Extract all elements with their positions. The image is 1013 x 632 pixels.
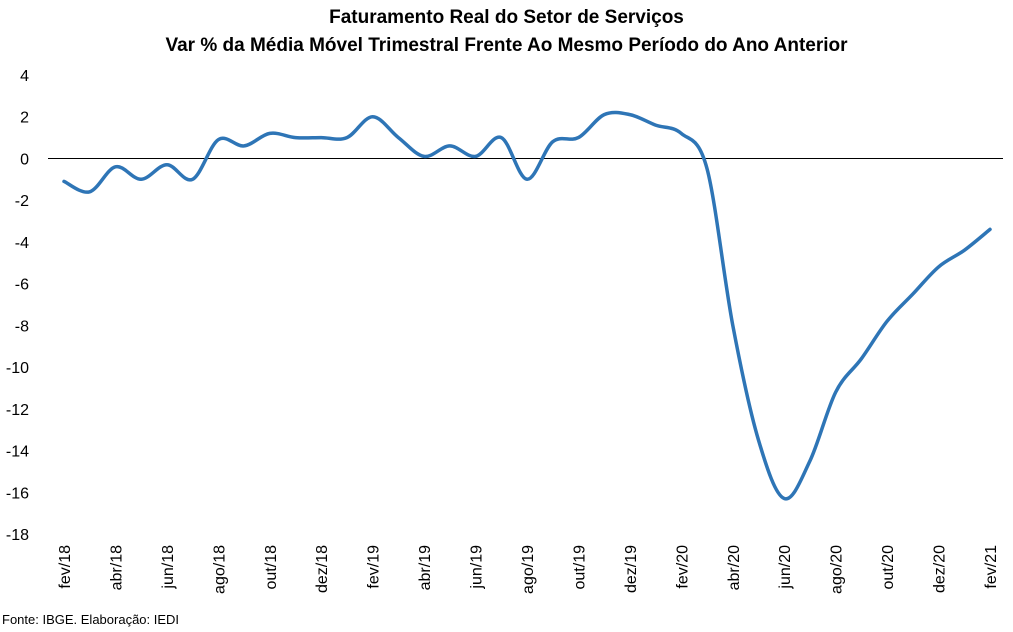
x-tick-label: ago/18 <box>211 545 228 594</box>
x-tick-label: abr/19 <box>417 545 434 590</box>
x-tick-label: abr/20 <box>726 545 743 590</box>
series-line <box>62 110 992 501</box>
y-tick-label: -10 <box>6 360 29 377</box>
x-tick-label: out/18 <box>263 545 280 590</box>
y-tick-label: -12 <box>6 402 29 419</box>
x-tick-label: fev/19 <box>366 545 383 589</box>
y-tick-label: -18 <box>6 527 29 544</box>
series-group <box>62 110 992 501</box>
x-tick-label: jun/19 <box>469 545 486 590</box>
x-tick-label: dez/20 <box>932 545 949 593</box>
x-tick-label: dez/18 <box>314 545 331 593</box>
x-tick-label: out/20 <box>880 545 897 590</box>
x-tick-label: abr/18 <box>108 545 125 590</box>
x-tick-label: ago/19 <box>520 545 537 594</box>
y-tick-label: -16 <box>6 485 29 502</box>
x-axis: fev/18 abr/18 jun/18 ago/18 out/18 dez/18 fev/… <box>57 545 1000 594</box>
y-tick-label: -14 <box>6 444 29 461</box>
x-tick-label: jun/18 <box>160 545 177 590</box>
x-tick-label: jun/20 <box>777 545 794 590</box>
x-tick-label: fev/20 <box>674 545 691 589</box>
y-tick-label: 4 <box>20 68 29 85</box>
x-tick-label: out/19 <box>571 545 588 590</box>
y-tick-label: 0 <box>20 151 29 168</box>
y-tick-label: 2 <box>20 110 29 127</box>
x-tick-label: ago/20 <box>829 545 846 594</box>
y-tick-label: -4 <box>15 235 29 252</box>
source-note: Fonte: IBGE. Elaboração: IEDI <box>2 612 180 627</box>
y-tick-label: -8 <box>15 318 29 335</box>
x-tick-label: dez/19 <box>623 545 640 593</box>
x-tick-label: fev/18 <box>57 545 74 589</box>
x-tick-label: fev/21 <box>983 545 1000 589</box>
chart-subtitle: Var % da Média Móvel Trimestral Frente A… <box>165 35 848 56</box>
y-axis: 4 2 0 -2 -4 -6 -8 -10 -12 -14 -16 -18 <box>6 68 29 544</box>
chart-title: Faturamento Real do Setor de Serviços <box>329 7 684 28</box>
y-tick-label: -2 <box>15 193 29 210</box>
y-tick-label: -6 <box>15 277 29 294</box>
